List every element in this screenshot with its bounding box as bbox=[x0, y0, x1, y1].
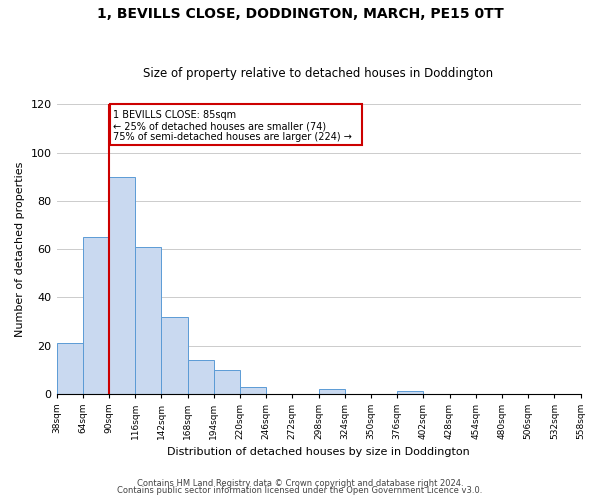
FancyBboxPatch shape bbox=[110, 104, 362, 146]
Title: Size of property relative to detached houses in Doddington: Size of property relative to detached ho… bbox=[143, 66, 494, 80]
Y-axis label: Number of detached properties: Number of detached properties bbox=[15, 162, 25, 336]
Bar bbox=[109, 176, 135, 394]
Bar bbox=[240, 386, 266, 394]
Bar bbox=[135, 246, 161, 394]
Bar bbox=[214, 370, 240, 394]
Text: Contains public sector information licensed under the Open Government Licence v3: Contains public sector information licen… bbox=[118, 486, 482, 495]
Bar bbox=[319, 389, 345, 394]
Bar bbox=[83, 237, 109, 394]
Text: ← 25% of detached houses are smaller (74): ← 25% of detached houses are smaller (74… bbox=[113, 121, 326, 131]
Bar bbox=[161, 316, 188, 394]
Text: 1, BEVILLS CLOSE, DODDINGTON, MARCH, PE15 0TT: 1, BEVILLS CLOSE, DODDINGTON, MARCH, PE1… bbox=[97, 8, 503, 22]
Bar bbox=[56, 343, 83, 394]
Text: Contains HM Land Registry data © Crown copyright and database right 2024.: Contains HM Land Registry data © Crown c… bbox=[137, 478, 463, 488]
Bar bbox=[188, 360, 214, 394]
Bar bbox=[397, 392, 424, 394]
Text: 1 BEVILLS CLOSE: 85sqm: 1 BEVILLS CLOSE: 85sqm bbox=[113, 110, 236, 120]
Text: 75% of semi-detached houses are larger (224) →: 75% of semi-detached houses are larger (… bbox=[113, 132, 352, 142]
X-axis label: Distribution of detached houses by size in Doddington: Distribution of detached houses by size … bbox=[167, 448, 470, 458]
